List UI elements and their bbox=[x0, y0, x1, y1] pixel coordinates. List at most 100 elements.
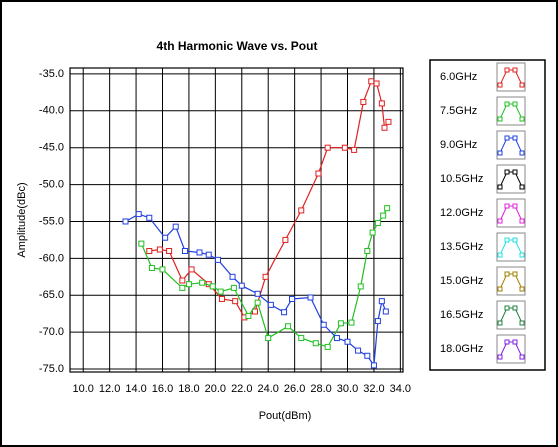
legend-icon-marker bbox=[519, 82, 525, 88]
legend-icon-marker bbox=[504, 101, 510, 107]
legend-icon-marker bbox=[497, 252, 503, 258]
x-tick-label: 26.0 bbox=[284, 383, 305, 395]
legend-label: 10.5GHz bbox=[440, 173, 483, 185]
point-marker bbox=[333, 335, 340, 342]
point-marker bbox=[217, 288, 224, 295]
point-marker bbox=[384, 205, 391, 212]
x-tick-label: 24.0 bbox=[258, 383, 279, 395]
legend-label: 18.0GHz bbox=[440, 343, 483, 355]
point-marker bbox=[159, 266, 166, 273]
x-tick-label: 12.0 bbox=[99, 383, 120, 395]
point-marker bbox=[373, 80, 380, 87]
legend-icon-marker bbox=[512, 203, 518, 209]
point-marker bbox=[344, 338, 351, 345]
legend-icon-marker bbox=[497, 150, 503, 156]
legend-icon-marker bbox=[519, 218, 525, 224]
point-marker bbox=[385, 118, 392, 125]
x-tick-label: 22.0 bbox=[231, 383, 252, 395]
point-marker bbox=[380, 212, 387, 219]
legend-icon-marker bbox=[519, 252, 525, 258]
legend-icon-marker bbox=[504, 169, 510, 175]
point-marker bbox=[156, 246, 163, 253]
legend-icon bbox=[499, 171, 523, 188]
point-marker bbox=[218, 295, 225, 302]
point-marker bbox=[199, 279, 206, 286]
legend-icon bbox=[499, 205, 523, 222]
legend-icon bbox=[499, 307, 523, 324]
legend-icon-marker bbox=[504, 339, 510, 345]
point-marker bbox=[254, 299, 261, 306]
legend-icon-marker bbox=[504, 305, 510, 311]
legend-icon-marker bbox=[519, 184, 525, 190]
y-tick-label: -75.0 bbox=[39, 363, 64, 375]
point-marker bbox=[230, 284, 237, 291]
point-marker bbox=[181, 247, 188, 254]
point-marker bbox=[348, 319, 355, 326]
x-tick-label: 10.0 bbox=[73, 383, 94, 395]
x-tick-label: 28.0 bbox=[310, 383, 331, 395]
point-marker bbox=[382, 308, 389, 315]
point-marker bbox=[205, 251, 212, 258]
x-tick-label: 32.0 bbox=[363, 383, 384, 395]
point-marker bbox=[378, 100, 385, 107]
legend-icon-marker bbox=[497, 218, 503, 224]
point-marker bbox=[262, 273, 269, 280]
point-marker bbox=[148, 264, 155, 271]
point-marker bbox=[254, 290, 261, 297]
y-tick-label: -35.0 bbox=[39, 68, 64, 80]
legend-label: 7.5GHz bbox=[440, 105, 477, 117]
legend-icon-marker bbox=[504, 135, 510, 141]
point-marker bbox=[285, 323, 292, 330]
point-marker bbox=[337, 320, 344, 327]
point-marker bbox=[324, 144, 331, 151]
y-tick-label: -65.0 bbox=[39, 289, 64, 301]
point-marker bbox=[229, 273, 236, 280]
point-marker bbox=[370, 362, 377, 369]
point-marker bbox=[232, 298, 239, 305]
legend-label: 9.0GHz bbox=[440, 139, 477, 151]
point-marker bbox=[374, 318, 381, 325]
legend-icon-marker bbox=[519, 286, 525, 292]
point-marker bbox=[281, 309, 288, 316]
legend-icon-marker bbox=[519, 150, 525, 156]
legend-icon-marker bbox=[504, 237, 510, 243]
legend-icon-marker bbox=[512, 67, 518, 73]
y-tick-label: -55.0 bbox=[39, 215, 64, 227]
point-marker bbox=[238, 282, 245, 289]
point-marker bbox=[378, 298, 385, 305]
legend bbox=[429, 59, 546, 371]
point-marker bbox=[312, 340, 319, 347]
point-marker bbox=[298, 207, 305, 214]
y-tick-label: -45.0 bbox=[39, 142, 64, 154]
x-tick-label: 18.0 bbox=[178, 383, 199, 395]
point-marker bbox=[196, 249, 203, 256]
y-tick-label: -40.0 bbox=[39, 105, 64, 117]
legend-icon-marker bbox=[519, 116, 525, 122]
point-marker bbox=[357, 283, 364, 290]
x-tick-label: 14.0 bbox=[125, 383, 146, 395]
point-marker bbox=[267, 301, 274, 308]
point-marker bbox=[355, 347, 362, 354]
point-marker bbox=[369, 229, 376, 236]
legend-label: 15.0GHz bbox=[440, 275, 483, 287]
legend-icon-marker bbox=[497, 82, 503, 88]
point-marker bbox=[364, 352, 371, 359]
legend-icon-marker bbox=[497, 286, 503, 292]
legend-icon-marker bbox=[512, 101, 518, 107]
legend-label: 6.0GHz bbox=[440, 71, 477, 83]
legend-icon-marker bbox=[504, 203, 510, 209]
legend-icon-marker bbox=[504, 271, 510, 277]
point-marker bbox=[315, 170, 322, 177]
point-marker bbox=[172, 223, 179, 230]
legend-icon bbox=[499, 69, 523, 86]
point-marker bbox=[252, 308, 258, 315]
point-marker bbox=[146, 214, 153, 221]
chart-title: 4th Harmonic Wave vs. Pout bbox=[157, 39, 318, 53]
point-marker bbox=[138, 240, 145, 247]
point-marker bbox=[146, 247, 153, 254]
legend-icon-marker bbox=[512, 169, 518, 175]
point-marker bbox=[368, 78, 375, 85]
legend-icon-marker bbox=[519, 320, 525, 326]
legend-label: 16.5GHz bbox=[440, 309, 483, 321]
